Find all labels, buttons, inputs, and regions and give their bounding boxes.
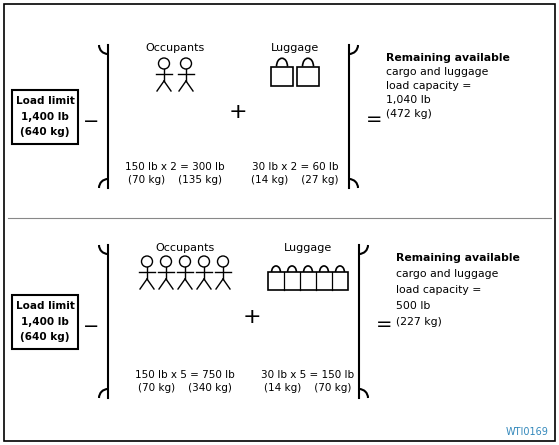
Text: WTI0169: WTI0169 — [505, 427, 548, 437]
Text: cargo and luggage: cargo and luggage — [396, 269, 499, 279]
Text: Load limit: Load limit — [16, 96, 74, 106]
Text: =: = — [376, 315, 392, 334]
Bar — [271, 66, 293, 86]
Text: (70 kg)    (340 kg): (70 kg) (340 kg) — [138, 383, 232, 393]
Text: (640 kg): (640 kg) — [20, 332, 70, 342]
Text: 150 lb x 2 = 300 lb: 150 lb x 2 = 300 lb — [125, 162, 225, 172]
Text: =: = — [366, 110, 382, 129]
Bar — [12, 89, 78, 143]
Text: Occupants: Occupants — [155, 243, 215, 253]
Text: 1,400 lb: 1,400 lb — [21, 112, 69, 121]
Text: Remaining available: Remaining available — [396, 253, 520, 263]
Bar — [297, 66, 319, 86]
Text: +: + — [229, 101, 247, 121]
Bar — [268, 272, 348, 290]
Text: (70 kg)    (135 kg): (70 kg) (135 kg) — [128, 175, 222, 185]
Text: 1,040 lb: 1,040 lb — [386, 95, 431, 105]
Text: Luggage: Luggage — [284, 243, 332, 253]
Text: 1,400 lb: 1,400 lb — [21, 316, 69, 327]
Text: (227 kg): (227 kg) — [396, 317, 442, 327]
Text: 150 lb x 5 = 750 lb: 150 lb x 5 = 750 lb — [135, 370, 235, 380]
Text: −: − — [83, 112, 99, 131]
Text: 30 lb x 2 = 60 lb: 30 lb x 2 = 60 lb — [252, 162, 338, 172]
Text: Remaining available: Remaining available — [386, 53, 510, 63]
Text: load capacity =: load capacity = — [396, 285, 481, 295]
Text: +: + — [243, 307, 261, 327]
Text: −: − — [83, 317, 99, 336]
Text: Occupants: Occupants — [145, 43, 205, 53]
Text: 30 lb x 5 = 150 lb: 30 lb x 5 = 150 lb — [262, 370, 354, 380]
Text: (14 kg)    (70 kg): (14 kg) (70 kg) — [264, 383, 352, 393]
Text: cargo and luggage: cargo and luggage — [386, 67, 489, 77]
Text: load capacity =: load capacity = — [386, 81, 471, 91]
Text: 500 lb: 500 lb — [396, 301, 430, 311]
Text: (14 kg)    (27 kg): (14 kg) (27 kg) — [251, 175, 339, 185]
Bar — [12, 295, 78, 348]
Text: (640 kg): (640 kg) — [20, 127, 70, 137]
Text: Load limit: Load limit — [16, 301, 74, 311]
Text: (472 kg): (472 kg) — [386, 109, 432, 119]
Text: Luggage: Luggage — [271, 43, 319, 53]
